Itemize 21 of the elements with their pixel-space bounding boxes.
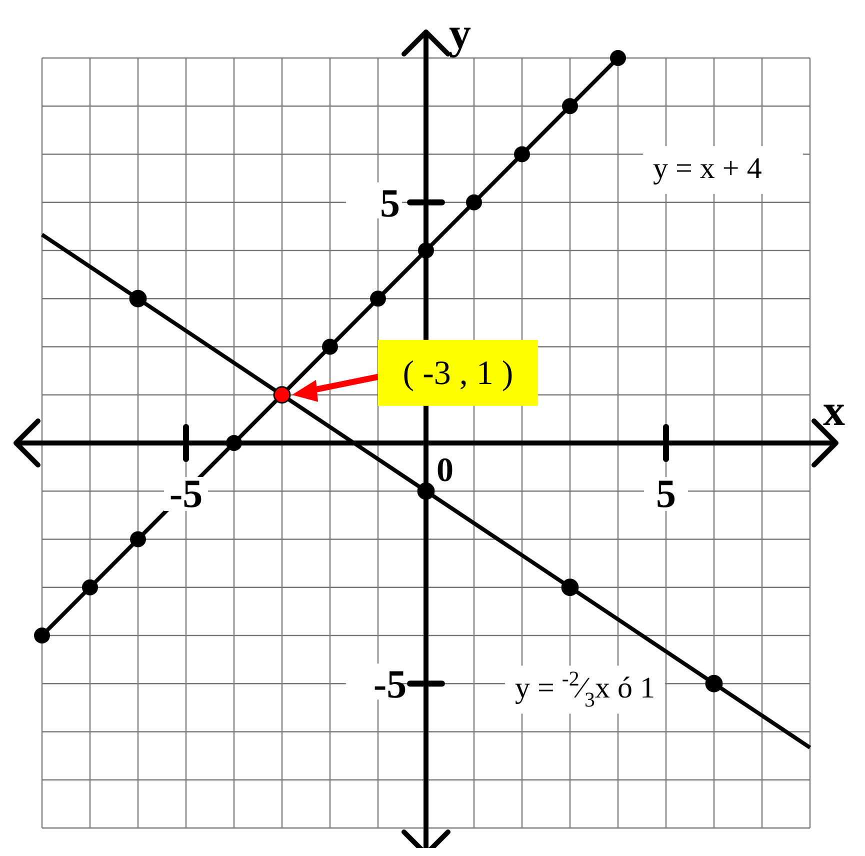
point — [34, 628, 50, 644]
point — [322, 338, 338, 355]
point — [418, 242, 434, 258]
point — [562, 98, 578, 114]
point — [130, 531, 146, 548]
y-axis-title: y — [449, 9, 471, 58]
point — [82, 579, 98, 596]
point — [514, 146, 530, 162]
annotation: ( -3 , 1 ) — [402, 354, 514, 392]
point — [129, 290, 147, 308]
series-label: y = $^{-2}$⁄$_{3}$x ó 1 — [515, 667, 655, 712]
text: y = x + 4 — [653, 152, 762, 185]
point — [466, 194, 482, 210]
point — [561, 578, 579, 596]
annotation: 0 — [436, 452, 454, 489]
point — [705, 674, 723, 692]
x-axis-title: x — [823, 386, 845, 435]
point — [610, 50, 626, 66]
point — [370, 290, 386, 307]
point — [417, 482, 435, 500]
point — [226, 435, 242, 451]
